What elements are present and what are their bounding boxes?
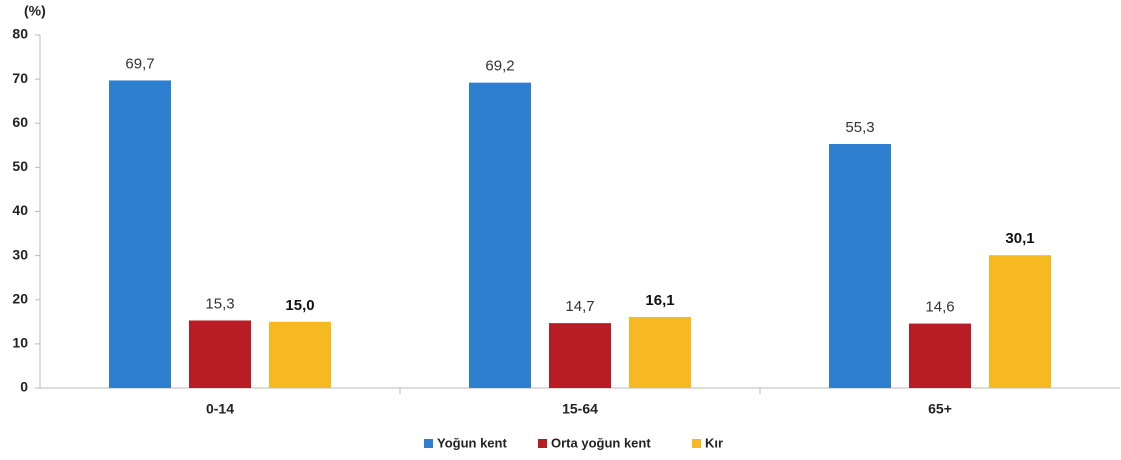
bar xyxy=(109,80,171,388)
y-tick-label: 10 xyxy=(12,335,28,351)
y-tick-label: 70 xyxy=(12,70,28,86)
y-axis-label: (%) xyxy=(24,3,46,19)
x-tick-label: 15-64 xyxy=(562,401,598,417)
y-tick-label: 30 xyxy=(12,246,28,262)
x-tick-label: 0-14 xyxy=(206,401,234,417)
bar xyxy=(269,321,331,388)
y-tick-label: 60 xyxy=(12,114,28,130)
value-label: 14,7 xyxy=(565,298,594,315)
bar xyxy=(549,323,611,388)
y-tick-label: 40 xyxy=(12,202,28,218)
value-label: 16,1 xyxy=(645,292,674,309)
bar xyxy=(469,82,531,388)
value-label: 55,3 xyxy=(845,119,874,136)
bar xyxy=(629,316,691,388)
y-tick-label: 50 xyxy=(12,158,28,174)
value-label: 69,2 xyxy=(485,58,514,75)
value-label: 15,0 xyxy=(285,297,314,314)
x-tick-label: 65+ xyxy=(928,401,952,417)
value-label: 69,7 xyxy=(125,55,154,72)
y-tick-label: 80 xyxy=(12,26,28,42)
bar xyxy=(989,255,1051,388)
bar xyxy=(909,323,971,388)
legend-label: Orta yoğun kent xyxy=(551,435,651,450)
legend-swatch xyxy=(538,439,547,448)
legend-swatch xyxy=(692,439,701,448)
legend-swatch xyxy=(424,439,433,448)
y-tick-label: 20 xyxy=(12,290,28,306)
legend-label: Kır xyxy=(705,435,723,450)
value-label: 30,1 xyxy=(1005,230,1034,247)
y-tick-label: 0 xyxy=(20,379,28,395)
bar xyxy=(829,143,891,388)
value-label: 14,6 xyxy=(925,299,954,316)
value-label: 15,3 xyxy=(205,295,234,312)
legend-label: Yoğun kent xyxy=(437,435,507,450)
bar xyxy=(189,320,251,388)
